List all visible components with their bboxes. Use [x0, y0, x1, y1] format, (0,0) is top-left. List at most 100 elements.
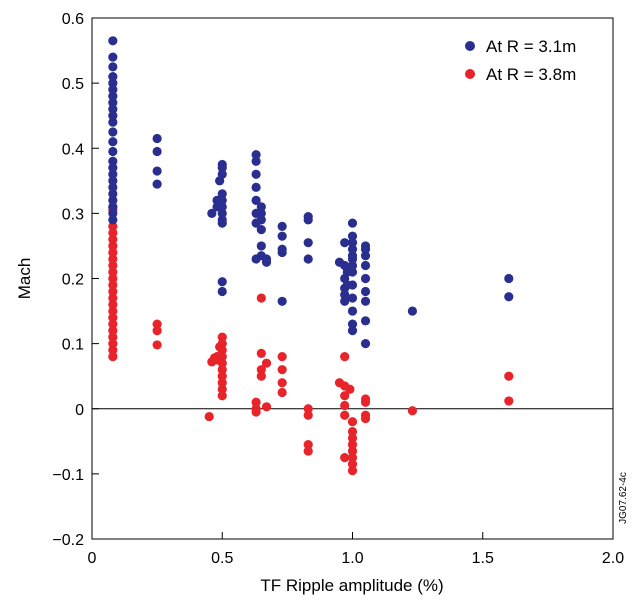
data-point-r38 [217, 391, 227, 401]
data-point-r38 [217, 339, 227, 349]
data-point-r31 [207, 208, 217, 218]
data-point-r31 [108, 146, 118, 157]
data-point-r38 [251, 407, 261, 417]
data-point-r31 [108, 36, 118, 46]
data-point-r38 [108, 352, 118, 362]
x-axis-title: TF Ripple amplitude (%) [260, 576, 443, 595]
data-point-r31 [251, 182, 261, 192]
data-point-r38 [108, 254, 118, 264]
data-point-r38 [108, 306, 118, 316]
data-point-r38 [407, 406, 418, 416]
data-point-r31 [108, 85, 118, 95]
data-point-r31 [504, 292, 514, 302]
data-point-r31 [108, 117, 118, 127]
data-point-r31 [347, 238, 358, 248]
data-point-r31 [256, 215, 266, 225]
data-point-r38 [303, 439, 313, 450]
data-point-r38 [251, 397, 261, 407]
y-tick-label: 0.5 [62, 76, 84, 93]
data-point-r31 [152, 179, 162, 189]
y-axis-title: Mach [15, 258, 34, 300]
data-point-r38 [108, 267, 118, 277]
data-point-r38 [261, 402, 272, 412]
data-point-r38 [504, 396, 514, 406]
x-tick-label: 1.0 [341, 550, 363, 567]
data-point-r31 [360, 273, 371, 284]
data-point-r38 [340, 352, 350, 362]
data-point-r38 [261, 358, 272, 368]
data-point-r31 [108, 137, 118, 147]
data-point-r38 [277, 378, 287, 388]
data-point-r31 [108, 215, 118, 225]
data-point-r31 [152, 166, 162, 176]
data-point-r38 [345, 384, 355, 394]
data-point-r38 [152, 326, 162, 336]
data-point-r31 [251, 150, 261, 160]
data-point-r31 [340, 296, 350, 306]
data-point-r31 [152, 133, 162, 144]
data-point-r38 [108, 332, 118, 342]
data-point-r31 [217, 277, 227, 287]
data-point-r31 [347, 244, 358, 254]
data-point-r31 [303, 215, 313, 225]
data-point-r38 [340, 400, 350, 411]
data-point-r31 [347, 280, 358, 290]
data-point-r31 [256, 225, 266, 235]
data-point-r31 [256, 208, 266, 218]
x-tick-label: 0 [88, 550, 97, 567]
data-point-r31 [108, 163, 118, 173]
data-point-r31 [217, 159, 227, 170]
data-point-r38 [256, 365, 266, 375]
data-point-r31 [360, 260, 371, 271]
data-point-r31 [108, 104, 118, 114]
data-point-r38 [108, 326, 118, 336]
data-point-r38 [277, 387, 287, 398]
data-point-r31 [347, 293, 358, 303]
plot-area [91, 17, 614, 540]
data-point-r38 [108, 280, 118, 290]
data-point-r31 [340, 290, 350, 300]
data-point-r31 [360, 286, 371, 297]
data-point-r31 [108, 111, 118, 121]
data-point-r38 [217, 345, 227, 355]
data-point-r31 [360, 251, 371, 261]
data-point-r31 [277, 247, 287, 258]
data-point-r38 [340, 391, 350, 401]
data-point-r38 [108, 241, 118, 251]
y-tick-label: 0.6 [62, 11, 84, 28]
data-point-r31 [108, 189, 118, 199]
data-point-r31 [360, 296, 371, 306]
data-point-r31 [108, 176, 118, 186]
data-point-r31 [347, 254, 358, 264]
data-point-r38 [152, 340, 162, 350]
data-point-r31 [303, 238, 313, 248]
data-point-r31 [347, 326, 358, 336]
data-point-r31 [261, 257, 272, 267]
data-point-r38 [108, 286, 118, 297]
data-point-r31 [347, 319, 358, 329]
y-tick-label: 0.1 [62, 337, 84, 354]
data-point-r31 [217, 169, 227, 179]
y-tick-label: −0.1 [52, 467, 84, 484]
data-point-r38 [347, 439, 358, 450]
data-point-r31 [152, 146, 162, 157]
data-point-r31 [360, 339, 371, 349]
data-point-r31 [108, 52, 118, 62]
data-point-r38 [504, 371, 514, 381]
data-point-r38 [108, 319, 118, 329]
data-point-r38 [204, 411, 214, 422]
data-point-r31 [251, 156, 261, 166]
data-point-r31 [303, 254, 313, 264]
data-point-r31 [217, 189, 227, 199]
data-point-r31 [217, 202, 227, 212]
data-point-r31 [108, 208, 118, 218]
data-point-r38 [347, 466, 358, 476]
data-point-r31 [504, 273, 514, 284]
data-point-r38 [303, 410, 313, 420]
data-points [108, 36, 514, 476]
data-point-r31 [277, 231, 287, 241]
data-point-r31 [360, 244, 371, 254]
data-point-r38 [217, 371, 227, 381]
data-point-r38 [108, 221, 118, 231]
